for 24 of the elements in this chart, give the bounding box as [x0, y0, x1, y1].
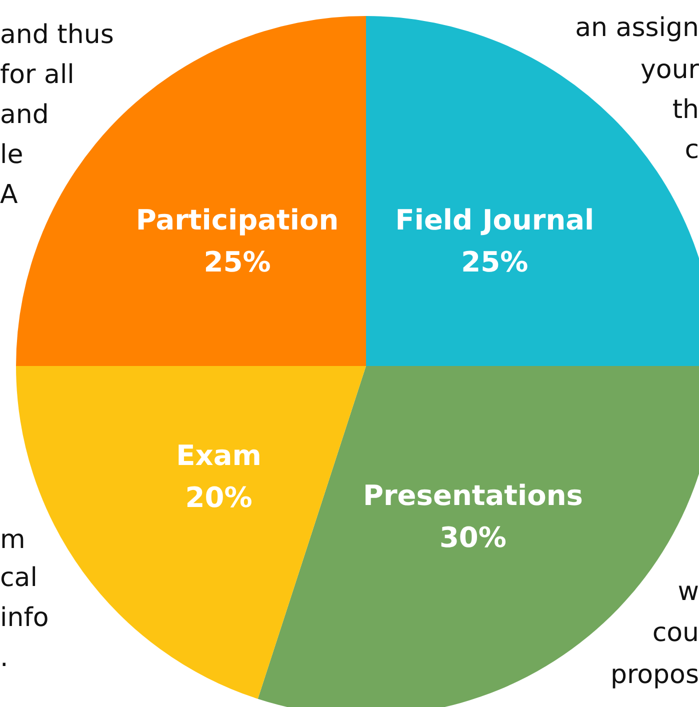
- text: th: [672, 94, 699, 126]
- text: for all: [0, 59, 74, 91]
- text: an assign: [575, 12, 699, 44]
- data-label: 25%: [204, 245, 271, 278]
- slice-label: Exam: [176, 438, 262, 472]
- text: .: [0, 642, 8, 674]
- text: and: [0, 99, 49, 131]
- slice-label: Presentations: [362, 479, 583, 512]
- slice-label: Field Journal: [395, 203, 594, 236]
- text: m: [0, 524, 26, 556]
- text: cou: [652, 617, 699, 649]
- slice-label: Participation: [136, 203, 339, 236]
- text: cal: [0, 562, 38, 594]
- text: w: [678, 576, 699, 608]
- text: and thus: [0, 19, 114, 51]
- text: c: [684, 134, 699, 166]
- text: your: [640, 54, 699, 86]
- data-label: 20%: [185, 480, 252, 514]
- data-label: 30%: [439, 521, 506, 554]
- text: propos: [610, 659, 699, 691]
- text: A: [0, 179, 18, 211]
- text: info: [0, 602, 49, 634]
- data-label: 25%: [461, 245, 528, 278]
- text: le: [0, 139, 24, 171]
